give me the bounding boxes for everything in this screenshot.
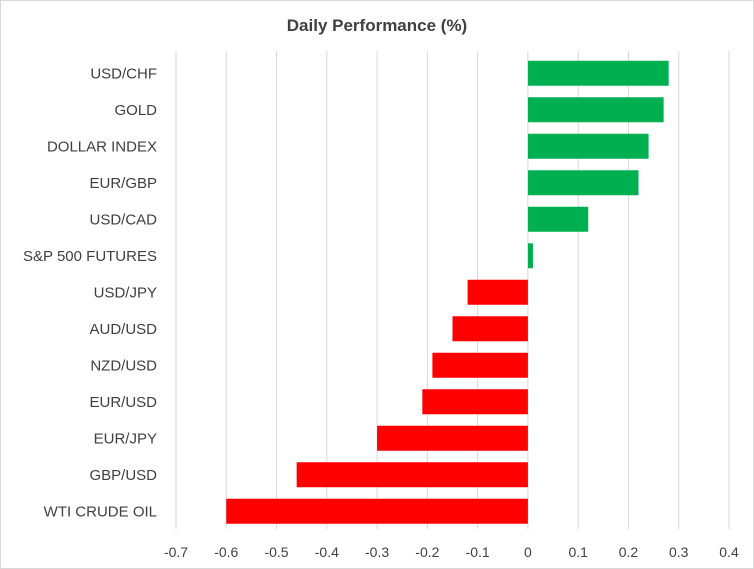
bar-eur-usd: [422, 389, 528, 415]
category-label: EUR/GBP: [89, 175, 157, 192]
category-labels: USD/CHF GOLD DOLLAR INDEX EUR/GBP USD/CAD S&P…: [23, 65, 157, 520]
x-tick-label: -0.7: [164, 544, 188, 560]
category-label: USD/CHF: [90, 65, 157, 82]
category-label: USD/JPY: [94, 284, 157, 301]
category-label: WTI CRUDE OIL: [44, 503, 157, 520]
bar-dollar-index: [527, 133, 649, 159]
x-tick-label: 0.3: [669, 544, 689, 560]
bar-s-p-500-futures: [527, 243, 533, 269]
x-tick-label: 0.1: [568, 544, 588, 560]
bar-eur-gbp: [527, 170, 639, 196]
bar-usd-cad: [527, 206, 589, 232]
category-label: EUR/USD: [89, 394, 157, 411]
x-tick-label: 0.4: [719, 544, 739, 560]
category-label: GBP/USD: [89, 467, 157, 484]
category-label: S&P 500 FUTURES: [23, 248, 157, 265]
x-tick-label: -0.5: [264, 544, 288, 560]
x-tick-label: -0.1: [466, 544, 490, 560]
x-tick-label: -0.4: [315, 544, 339, 560]
bar-nzd-usd: [432, 352, 528, 378]
x-tick-labels: -0.7 -0.6 -0.5 -0.4 -0.3 -0.2 -0.1 0 0.1 0.2 0.3 0.…: [164, 544, 739, 560]
bar-usd-chf: [527, 60, 669, 86]
category-label: AUD/USD: [89, 321, 157, 338]
category-label: NZD/USD: [90, 357, 157, 374]
bar-eur-jpy: [377, 425, 528, 451]
bar-wti-crude-oil: [226, 498, 528, 524]
category-label: DOLLAR INDEX: [47, 138, 157, 155]
bar-aud-usd: [452, 316, 528, 342]
x-tick-label: -0.3: [365, 544, 389, 560]
bar-gold: [527, 97, 664, 123]
category-label: EUR/JPY: [94, 430, 157, 447]
bars: [226, 60, 669, 524]
chart-title: Daily Performance (%): [287, 16, 467, 35]
gridlines: [175, 51, 730, 529]
category-label: GOLD: [114, 102, 157, 119]
x-tick-label: 0.2: [619, 544, 639, 560]
category-label: USD/CAD: [89, 211, 157, 228]
x-tick-label: 0: [524, 544, 532, 560]
x-tick-label: -0.6: [214, 544, 238, 560]
bar-usd-jpy: [467, 279, 528, 305]
x-tick-label: -0.2: [415, 544, 439, 560]
bar-gbp-usd: [296, 462, 528, 488]
